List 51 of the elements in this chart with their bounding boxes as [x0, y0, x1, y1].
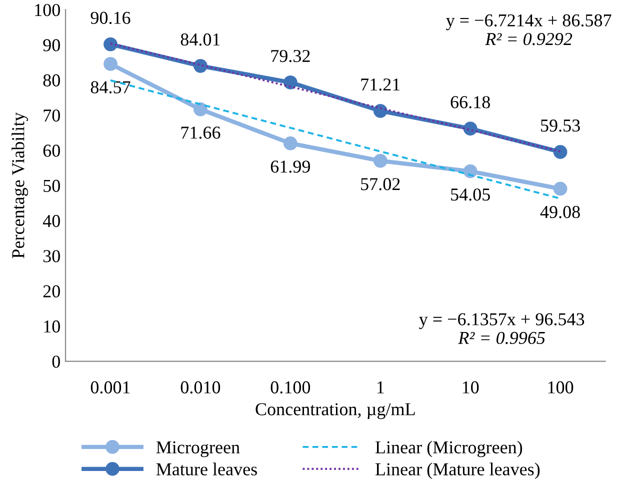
data-label: 79.32: [271, 50, 310, 62]
annotation: y = −6.7214x + 86.587: [446, 14, 612, 30]
data-label: 66.18: [450, 96, 490, 108]
y-tick-label: 30: [43, 250, 60, 262]
data-label: 71.21: [361, 78, 400, 91]
legend-label: Mature leaves: [156, 462, 257, 476]
data-label: 57.02: [361, 178, 400, 190]
legend-label: Linear (Microgreen): [375, 440, 522, 458]
legend-label: Microgreen: [156, 441, 240, 458]
y-tick-label: 60: [43, 144, 60, 157]
data-label: 61.99: [270, 160, 310, 173]
point: [283, 75, 298, 90]
legend-label: Linear (Mature leaves): [375, 462, 540, 480]
x-tick-label: 10: [462, 381, 479, 394]
point: [373, 154, 388, 168]
data-label: 49.08: [540, 206, 580, 218]
y-tick-label: 50: [44, 180, 60, 192]
x-tick-label: 1: [377, 381, 384, 394]
data-label: 71.66: [181, 126, 220, 139]
data-label: 84.01: [180, 33, 220, 46]
y-tick-label: 80: [43, 74, 60, 86]
y-tick-label: 70: [44, 109, 60, 122]
x-tick-label: 0.010: [180, 381, 220, 394]
y-tick-label: 90: [43, 39, 60, 52]
x-tick-label: 0.100: [270, 381, 310, 394]
point: [104, 37, 118, 52]
y-tick-label: 0: [52, 356, 60, 368]
y-tick-label: 20: [43, 285, 60, 298]
y-tick-label: 100: [35, 4, 60, 16]
point: [283, 136, 298, 150]
point: [463, 122, 478, 136]
annotation: R² = 0.9965: [458, 332, 545, 344]
y-tick-label: 10: [44, 320, 60, 333]
point: [194, 102, 208, 116]
annotation: R² = 0.9292: [485, 32, 572, 46]
data-label: 90.16: [90, 12, 130, 24]
point: [553, 182, 568, 196]
point: [373, 104, 388, 118]
y-tick-label: 40: [42, 214, 60, 228]
point: [553, 145, 568, 159]
point: [104, 57, 118, 71]
y-axis-title: Percentage Viability: [12, 112, 28, 258]
data-label: 59.53: [541, 120, 580, 132]
point: [463, 164, 478, 178]
annotation: y = −6.1357x + 96.543: [419, 313, 584, 330]
data-label: 84.57: [90, 81, 130, 94]
point: [194, 58, 208, 73]
x-tick-label: 0.001: [90, 381, 130, 394]
x-axis-title: Concentration, µg/mL: [256, 403, 415, 420]
data-label: 54.05: [451, 188, 490, 201]
x-tick-label: 100: [548, 381, 574, 394]
